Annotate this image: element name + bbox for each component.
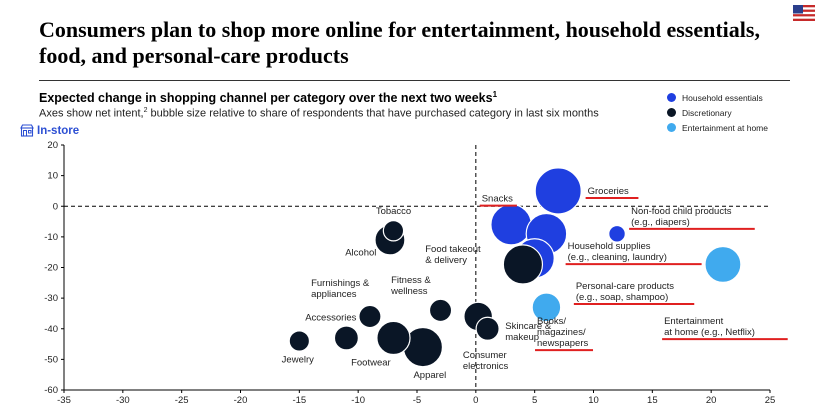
bubble-consumer-electronics	[475, 316, 500, 341]
us-flag-icon	[793, 5, 815, 21]
x-tick-label: -30	[116, 395, 130, 406]
in-store-label: In-store	[20, 124, 79, 137]
legend-item-household: Household essentials	[667, 90, 768, 105]
title-divider	[39, 80, 790, 81]
x-tick-label: 25	[765, 395, 776, 406]
label-snacks: Snacks	[482, 194, 513, 205]
legend-item-entertainment: Entertainment at home	[667, 120, 768, 135]
label-entertainment: Entertainment	[664, 316, 724, 327]
y-tick-label: -30	[44, 293, 58, 304]
label-furnishings: appliances	[311, 289, 357, 300]
label-household-supplies: (e.g., cleaning, laundry)	[568, 252, 667, 263]
label-alcohol: Alcohol	[345, 247, 376, 258]
x-tick-label: -5	[413, 395, 421, 406]
label-fitness: Fitness &	[391, 275, 431, 286]
label-non-food-child: Non-food child products	[631, 206, 732, 217]
bubble-accessories	[333, 325, 359, 351]
x-tick-label: -25	[175, 395, 189, 406]
label-jewelry: Jewelry	[282, 354, 314, 365]
bubble-furnishings	[358, 304, 382, 329]
page-title: Consumers plan to shop more online for e…	[39, 17, 760, 68]
label-tobacco: Tobacco	[376, 206, 411, 217]
chart-subtitle: Expected change in shopping channel per …	[39, 90, 498, 106]
y-tick-label: -50	[44, 354, 58, 365]
store-icon	[20, 124, 34, 137]
chart-legend: Household essentials Discretionary Enter…	[667, 90, 768, 135]
bubble-groceries	[534, 167, 582, 215]
x-tick-label: -35	[57, 395, 71, 406]
legend-swatch	[667, 108, 676, 117]
bubble-non-food-child	[608, 224, 626, 243]
x-tick-label: -10	[351, 395, 365, 406]
legend-swatch	[667, 123, 676, 132]
label-skincare: makeup	[505, 332, 539, 343]
x-tick-label: 0	[473, 395, 478, 406]
chart-bubbles	[288, 167, 742, 368]
y-tick-label: -20	[44, 263, 58, 274]
label-consumer-electronics: electronics	[463, 361, 509, 372]
legend-item-discretionary: Discretionary	[667, 105, 768, 120]
label-footwear: Footwear	[351, 358, 391, 369]
label-entertainment: at home (e.g., Netflix)	[664, 327, 755, 338]
x-tick-label: 10	[588, 395, 599, 406]
y-tick-label: -10	[44, 232, 58, 243]
label-groceries: Groceries	[588, 186, 629, 197]
bubble-books	[531, 292, 562, 323]
label-books: magazines/	[537, 327, 586, 338]
label-books: newspapers	[537, 338, 588, 349]
bubble-entertainment	[704, 245, 742, 283]
legend-label: Household essentials	[682, 92, 763, 103]
y-tick-label: 10	[47, 171, 58, 182]
bubble-tobacco	[382, 220, 405, 242]
y-tick-label: -40	[44, 324, 58, 335]
label-non-food-child: (e.g., diapers)	[631, 217, 690, 228]
bubble-food-takeout	[502, 244, 544, 285]
label-food-takeout: Food takeout	[425, 244, 481, 255]
label-household-supplies: Household supplies	[568, 241, 651, 252]
legend-label: Entertainment at home	[682, 122, 768, 133]
y-tick-label: 20	[47, 140, 58, 151]
label-personal-care: (e.g., soap, shampoo)	[576, 292, 668, 303]
label-personal-care: Personal-care products	[576, 281, 674, 292]
y-tick-label: 0	[53, 201, 58, 212]
label-apparel: Apparel	[413, 370, 446, 381]
x-tick-label: -15	[292, 395, 306, 406]
legend-swatch	[667, 93, 676, 102]
bubble-footwear	[376, 320, 411, 356]
label-accessories: Accessories	[305, 312, 356, 323]
x-tick-label: -20	[234, 395, 248, 406]
x-tick-label: 15	[647, 395, 658, 406]
x-tick-label: 20	[706, 395, 717, 406]
x-tick-label: 5	[532, 395, 537, 406]
legend-label: Discretionary	[682, 107, 732, 118]
bubble-snacks	[490, 203, 532, 246]
label-fitness: wellness	[390, 286, 428, 297]
bubble-fitness	[428, 298, 453, 323]
label-skincare: Skincare &	[505, 321, 552, 332]
label-furnishings: Furnishings &	[311, 278, 370, 289]
y-tick-label: -60	[44, 385, 58, 396]
chart-description: Axes show net intent,2 bubble size relat…	[39, 107, 599, 120]
bubble-jewelry	[288, 330, 311, 352]
label-food-takeout: & delivery	[425, 255, 467, 266]
label-books: Books/	[537, 316, 566, 327]
label-consumer-electronics: Consumer	[463, 350, 507, 361]
